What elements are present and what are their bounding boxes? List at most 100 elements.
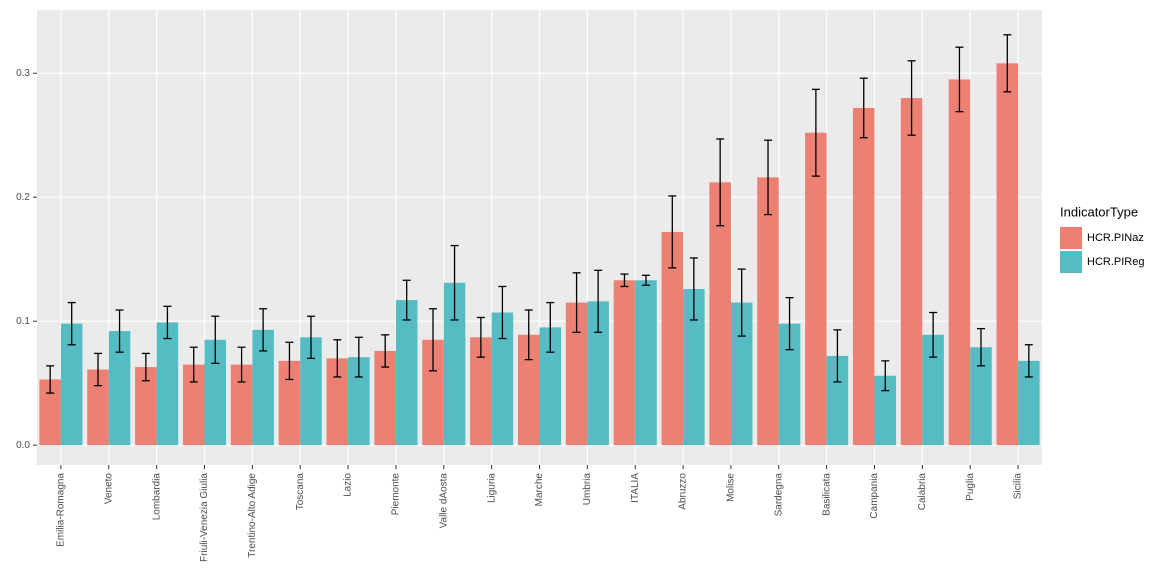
y-tick-label: 0.2 [16,192,30,203]
error-bar [976,327,985,367]
bar [252,329,274,446]
bar [60,323,83,446]
error-bar [716,138,725,227]
error-bar [354,336,363,378]
bar [922,334,944,446]
x-tick-label: Campania [869,473,880,519]
bar [517,334,540,446]
bar [156,322,179,446]
error-bar [429,308,438,372]
error-bar [546,301,555,353]
error-bar [402,279,411,321]
legend-label: HCR.PIReg [1087,256,1144,268]
bar [683,288,705,446]
x-tick-label: Marche [534,473,545,507]
bar [39,379,61,446]
x-tick-label: Piemonte [391,473,402,516]
bar [278,360,301,446]
x-tick-label: Veneto [103,473,114,505]
error-bar [524,309,533,361]
error-bar [594,269,603,333]
error-bar [737,268,746,337]
error-bar [641,274,650,286]
bar [470,337,492,446]
x-tick-label: Liguria [486,473,497,503]
error-bar [67,301,76,346]
x-tick-label: Puglia [965,473,976,501]
error-bar [859,77,868,139]
bar [996,63,1019,446]
error-bar [237,346,246,383]
error-bar [333,339,342,378]
error-bar [285,341,294,381]
bar [661,231,684,446]
bar [826,355,849,446]
x-tick-label: Sardegna [773,473,784,517]
error-bar [115,309,124,353]
bar [539,327,562,446]
bar [900,98,923,446]
error-bar [189,346,198,383]
x-tick-label: Valle dAosta [438,473,449,529]
bar [135,367,157,446]
x-tick-label: Calabria [917,473,928,511]
error-bar [907,60,916,136]
bar [422,339,444,446]
x-tick-label: Molise [726,473,737,502]
error-bar [668,195,677,269]
x-tick-label: Emilia-Romagna [56,473,67,547]
legend-label: HCR.PINaz [1087,232,1144,244]
x-tick-label: Trentino-Alto Adige [247,473,258,558]
bar [613,280,636,446]
bar [948,79,971,446]
bar [300,337,322,446]
error-bar [450,244,459,321]
error-bar [929,311,938,358]
bar [874,375,897,446]
x-tick-label: Lombardia [151,473,162,521]
error-bar [306,315,315,360]
error-bar [211,315,220,364]
error-bar [1003,34,1012,93]
bar [87,369,109,446]
y-tick-label: 0.3 [16,68,30,79]
legend-title: IndicatorType [1060,204,1138,219]
error-bar [811,88,820,177]
error-bar [381,334,390,368]
x-tick-label: Friuli-Venezia Giulia [199,473,210,562]
legend-swatch [1060,251,1082,273]
x-tick-label: Abruzzo [678,473,689,510]
bar [108,331,131,446]
bar [805,132,827,446]
bar [1018,360,1040,446]
bar [204,339,227,446]
error-bar [46,365,55,394]
x-tick-label: Lazio [343,473,354,497]
error-bar [163,305,172,340]
x-tick-label: Umbria [582,473,593,506]
error-bar [94,352,103,387]
bar [730,302,753,446]
bar [374,350,396,446]
error-bar [833,329,842,383]
x-tick-label: Toscana [295,473,306,511]
error-bar [259,308,268,352]
error-bar [785,296,794,351]
x-tick-label: Sicilia [1013,473,1024,500]
bar [587,301,609,446]
error-bar [955,46,964,113]
error-bar [1024,344,1033,378]
error-bar [476,316,485,358]
error-bar [498,285,507,340]
bar [348,357,370,446]
bar [970,347,992,446]
bar [182,364,205,446]
bar [635,280,657,446]
x-tick-label: ITALIA [630,473,641,503]
bar [395,300,418,446]
legend-swatch [1060,227,1082,249]
y-tick-label: 0.1 [16,316,30,327]
y-tick-label: 0.0 [16,440,30,451]
